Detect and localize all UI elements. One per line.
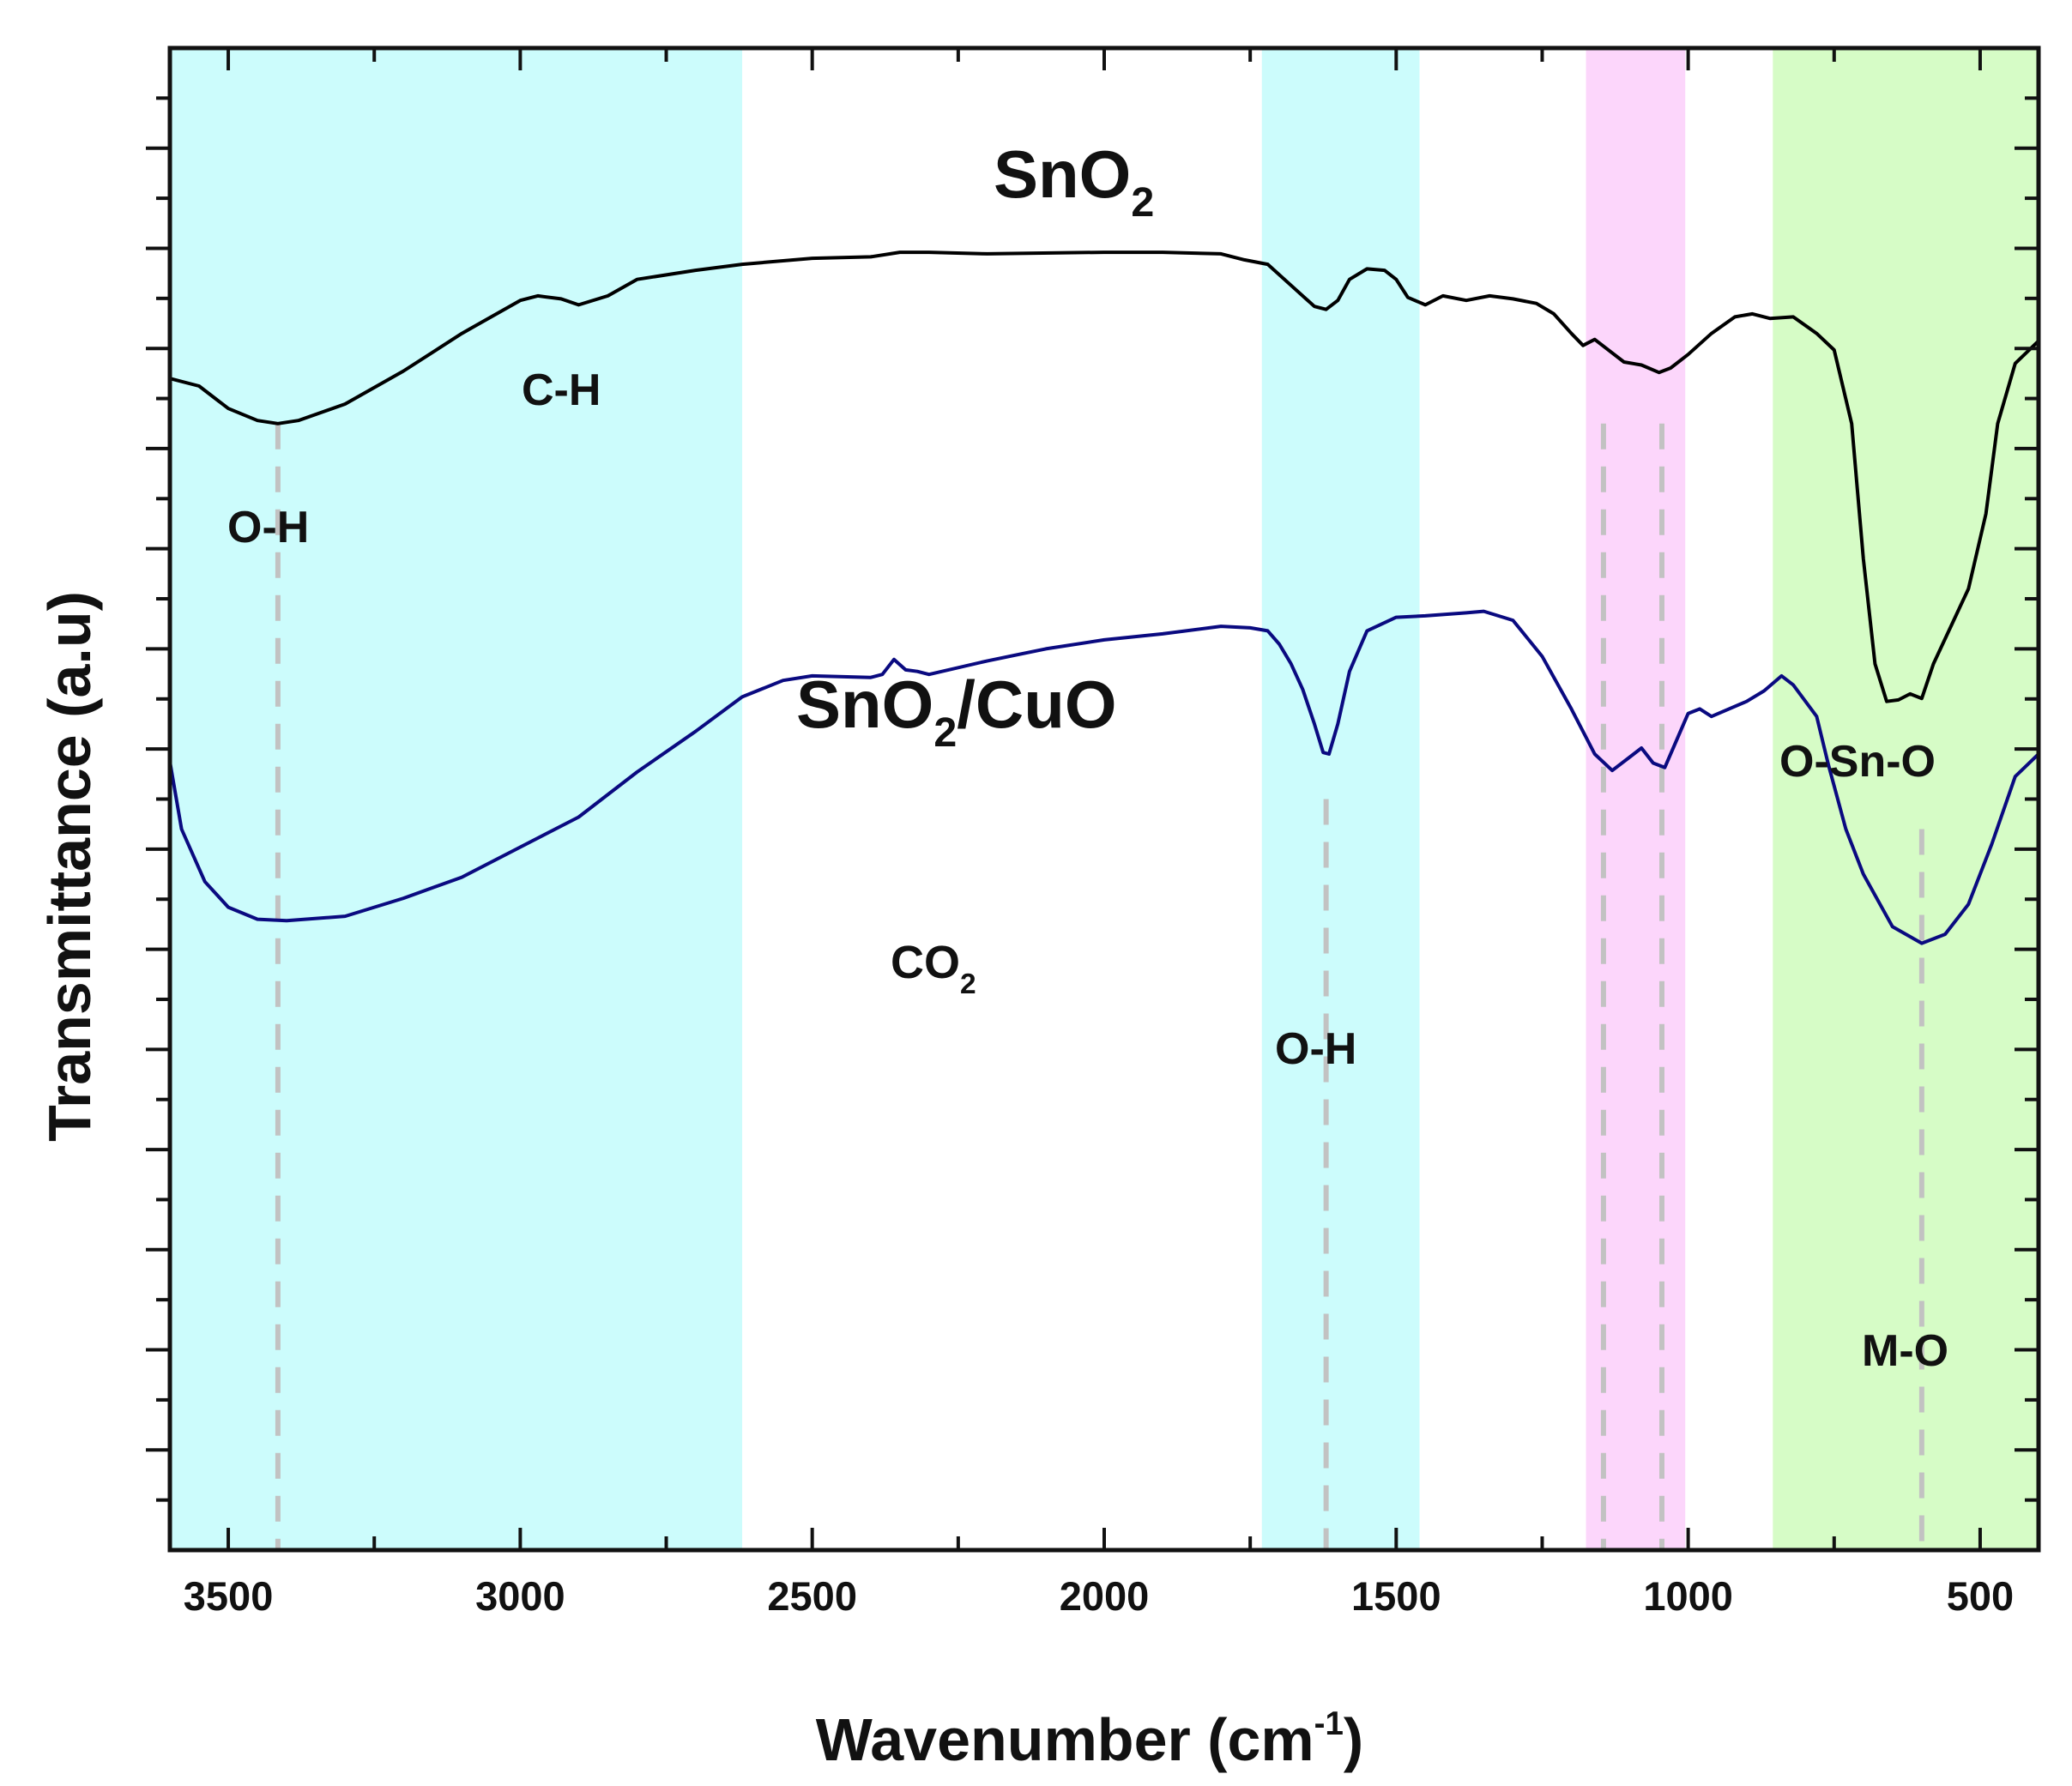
axis-ticks <box>146 48 2039 1550</box>
oh-stretch-label: O-H <box>227 503 309 552</box>
x-tick-label-2500: 2500 <box>767 1573 857 1619</box>
oh-bend-label: O-H <box>1275 1024 1356 1074</box>
x-tick-labels: 3500 3000 2500 2000 1500 1000 500 <box>184 1573 2014 1619</box>
x-axis-title: Wavenumber (cm-1) <box>816 1705 1363 1773</box>
band-mid <box>1586 48 1686 1550</box>
x-tick-label-1000: 1000 <box>1643 1573 1733 1619</box>
m-o-peak-label: M-O <box>1862 1326 1948 1376</box>
x-tick-label-1500: 1500 <box>1351 1573 1441 1619</box>
x-tick-label-3500: 3500 <box>184 1573 274 1619</box>
band-oh-bend <box>1261 48 1420 1550</box>
sno2-series-label: SnO2 <box>994 136 1154 226</box>
o-sn-o-peak-label: O-Sn-O <box>1779 737 1936 787</box>
band-oh-ch <box>170 48 743 1550</box>
sno2-cuo-series-label: SnO2/CuO <box>796 667 1117 756</box>
band-metal-oxide <box>1773 48 2039 1550</box>
co2-peak-label: CO2 <box>891 937 976 1000</box>
series-sno2 <box>169 250 2040 703</box>
spectra-curves <box>168 250 2040 945</box>
y-axis-title: Transmittance (a.u) <box>36 591 103 1142</box>
guide-lines <box>275 423 1924 1550</box>
series-sno2-cuo <box>168 609 2040 945</box>
x-tick-label-2000: 2000 <box>1060 1573 1150 1619</box>
x-tick-label-3000: 3000 <box>475 1573 565 1619</box>
plot-frame <box>167 45 2041 1553</box>
x-tick-label-500: 500 <box>1947 1573 2014 1619</box>
ch-peak-label: C-H <box>522 365 601 415</box>
shaded-bands <box>170 48 2039 1550</box>
